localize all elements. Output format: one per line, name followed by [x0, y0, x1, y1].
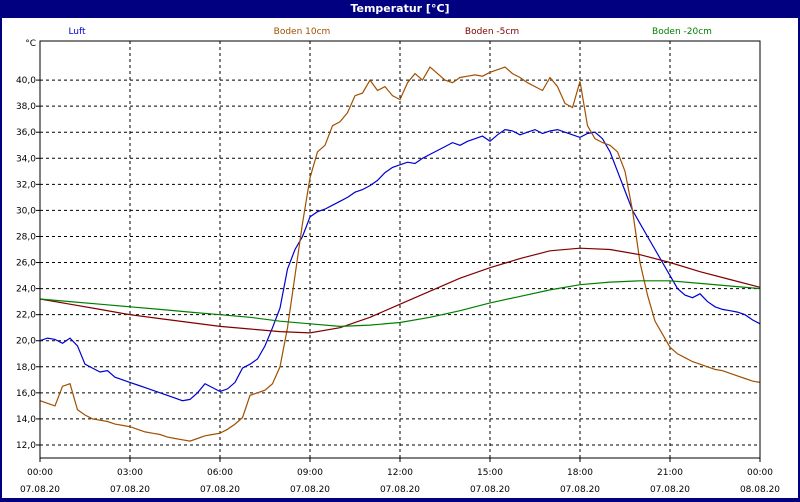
y-tick-label: 26,0: [16, 259, 36, 269]
y-tick-label: 12,0: [16, 441, 36, 451]
x-tick-label-date: 07.08.20: [20, 485, 60, 495]
y-tick-label: 16,0: [16, 389, 36, 399]
x-tick-label-date: 07.08.20: [650, 485, 690, 495]
legend-entry: Boden 10cm: [274, 27, 331, 37]
series-line-2: [39, 66, 761, 442]
legend-entry: Boden -20cm: [652, 27, 712, 37]
x-tick-label-time: 15:00: [477, 468, 503, 478]
y-tick-label: 24,0: [16, 285, 36, 295]
y-tick-label: 18,0: [16, 363, 36, 373]
labels-layer: 12,0 14,0 16,0 18,0 20,0 22,0 24,0 26,0 28,0 30,0…: [16, 27, 780, 495]
x-tick-label-time: 12:00: [387, 468, 413, 478]
chart-panel: 12,0 14,0 16,0 18,0 20,0 22,0 24,0 26,0 28,0 30,0…: [2, 18, 798, 498]
series-line-1: [39, 128, 761, 402]
y-tick-label: 38,0: [16, 102, 36, 112]
window-title: Temperatur [°C]: [0, 0, 800, 18]
x-tick-label-time: 21:00: [657, 468, 683, 478]
plot-frame: [39, 40, 761, 459]
y-tick-label: 30,0: [16, 206, 36, 216]
y-axis-unit-label: °C: [25, 39, 36, 49]
legend-entry: Luft: [68, 27, 86, 37]
grid-layer: [40, 41, 760, 458]
y-tick-label: 40,0: [16, 76, 36, 86]
axes-layer: [36, 40, 761, 462]
x-tick-label-time: 00:00: [747, 468, 773, 478]
y-tick-label: 28,0: [16, 232, 36, 242]
temperature-chart: 12,0 14,0 16,0 18,0 20,0 22,0 24,0 26,0 28,0 30,0…: [16, 27, 780, 495]
y-tick-label: 32,0: [16, 180, 36, 190]
x-tick-label-time: 06:00: [207, 468, 233, 478]
y-tick-label: 22,0: [16, 311, 36, 321]
x-tick-label-date: 07.08.20: [290, 485, 330, 495]
x-tick-label-time: 00:00: [27, 468, 53, 478]
y-tick-label: 34,0: [16, 154, 36, 164]
x-tick-label-date: 07.08.20: [110, 485, 150, 495]
x-tick-label-date: 07.08.20: [380, 485, 420, 495]
legend-entry: Boden -5cm: [465, 27, 519, 37]
x-tick-label-time: 09:00: [297, 468, 323, 478]
x-tick-label-date: 07.08.20: [470, 485, 510, 495]
y-tick-label: 14,0: [16, 415, 36, 425]
y-tick-label: 20,0: [16, 337, 36, 347]
x-tick-label-date: 07.08.20: [200, 485, 240, 495]
y-tick-label: 36,0: [16, 128, 36, 138]
x-tick-label-date: 08.08.20: [740, 485, 780, 495]
x-tick-label-time: 18:00: [567, 468, 593, 478]
series-line-4: [39, 280, 761, 328]
x-tick-label-date: 07.08.20: [560, 485, 600, 495]
series-layer: [39, 66, 761, 442]
series-line-3: [39, 247, 761, 334]
x-tick-label-time: 03:00: [117, 468, 143, 478]
